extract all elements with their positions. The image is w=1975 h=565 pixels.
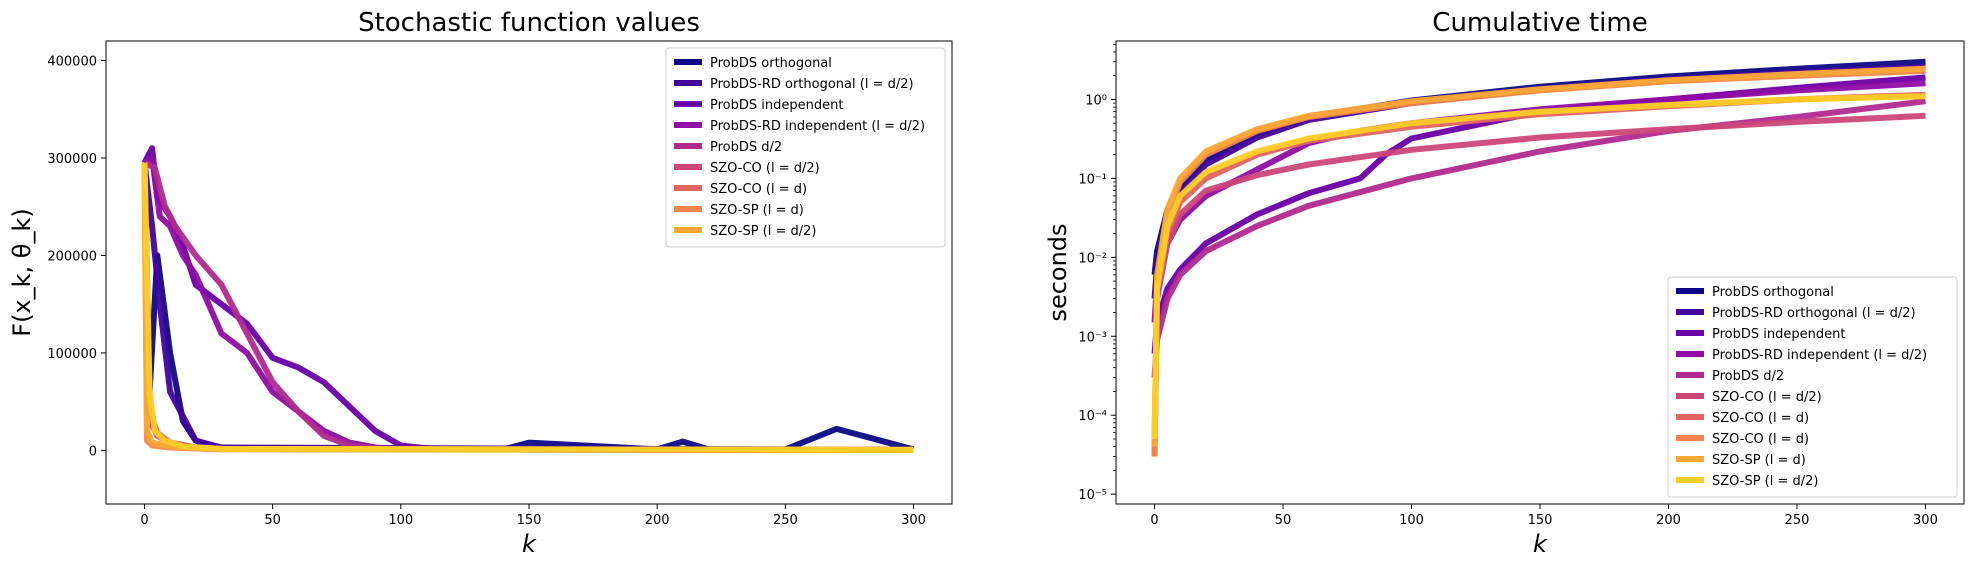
legend-label: ProbDS orthogonal [710,56,832,71]
legend-label: ProbDS d/2 [710,140,782,155]
y-tick-label: 10⁻² [1078,251,1107,266]
series-line-10 [1151,93,1926,440]
x-axis-label: k [1533,530,1548,558]
x-tick-label: 200 [1656,513,1681,528]
y-tick-label: 400000 [47,54,97,69]
legend-label: ProbDS-RD orthogonal (l = d/2) [710,77,914,92]
legend-label: SZO-SP (l = d/2) [710,224,816,239]
y-axis-label: F(x_k, θ_k) [8,208,36,336]
chart-panel-1: 0 50 100 150 200 250 300 0 100000 200000 300000 400… [8,8,953,558]
legend-label: SZO-CO (l = d) [1712,432,1809,447]
y-tick-label: 10⁻⁴ [1078,409,1107,424]
legend-label: ProbDS independent [710,98,843,113]
plot-area [1151,58,1926,457]
legend-label: ProbDS-RD independent (l = d/2) [1712,348,1927,363]
legend-label: ProbDS orthogonal [1712,285,1834,300]
legend: ProbDS orthogonal ProbDS-RD orthogonal (l… [665,47,946,248]
legend: ProbDS orthogonal ProbDS-RD orthogonal (l… [1667,276,1958,498]
x-axis-label: k [522,530,537,558]
x-tick-label: 50 [264,513,281,528]
y-tick-label: 300000 [47,152,97,167]
legend-label: SZO-SP (l = d) [710,203,804,218]
x-tick-label: 100 [1399,513,1424,528]
x-tick-label: 250 [1785,513,1810,528]
x-tick-label: 50 [1275,513,1292,528]
series-line-10 [141,162,914,453]
x-tick-label: 200 [645,513,670,528]
legend-label: SZO-CO (l = d) [710,182,807,197]
legend-label: ProbDS-RD independent (l = d/2) [710,119,925,134]
y-tick-label: 10⁻⁵ [1078,488,1107,503]
x-tick-label: 300 [901,513,926,528]
legend-label: SZO-SP (l = d/2) [1712,474,1818,489]
legend-label: SZO-SP (l = d) [1712,453,1806,468]
y-tick-label: 0 [89,444,97,459]
plot-area [141,145,915,453]
chart-title: Cumulative time [1432,8,1647,38]
y-axis-label: seconds [1044,223,1072,321]
legend-label: SZO-CO (l = d) [1712,411,1809,426]
series-line-9 [1151,65,1926,447]
y-tick-label: 10⁻³ [1078,330,1107,345]
chart-title: Stochastic function values [358,8,700,38]
x-tick-label: 150 [517,513,542,528]
legend-label: ProbDS d/2 [1712,369,1784,384]
y-tick-label: 100000 [47,347,97,362]
series-line-1 [1151,58,1926,276]
y-tick-label: 10⁰ [1085,93,1107,108]
x-tick-label: 0 [140,513,148,528]
y-tick-label: 10⁻¹ [1078,172,1107,187]
y-tick-label: 200000 [47,249,97,264]
legend-label: ProbDS-RD orthogonal (l = d/2) [1712,306,1916,321]
legend-label: ProbDS independent [1712,327,1845,342]
chart-panel-2: 0 50 100 150 200 250 300 10⁻⁵ 10⁻⁴ 10⁻³ 10⁻² 10⁻¹ 10… [1044,8,1965,558]
x-tick-label: 250 [773,513,798,528]
x-tick-label: 100 [388,513,413,528]
legend-box [665,47,946,248]
x-tick-label: 150 [1528,513,1553,528]
legend-label: SZO-CO (l = d/2) [1712,390,1822,405]
legend-box [1667,276,1958,498]
x-tick-label: 300 [1913,513,1938,528]
legend-label: SZO-CO (l = d/2) [710,161,820,176]
x-tick-label: 0 [1150,513,1158,528]
